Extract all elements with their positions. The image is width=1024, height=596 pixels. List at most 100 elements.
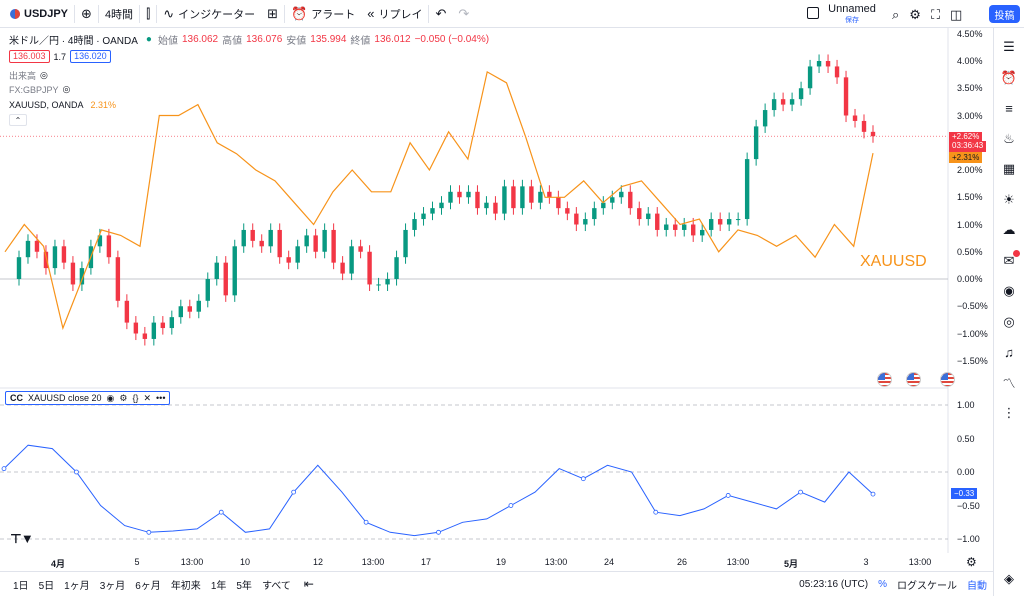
ideas-icon[interactable]: ☀ <box>1003 191 1015 207</box>
interval-button[interactable]: 4時間 <box>99 0 139 28</box>
us-event-icon[interactable] <box>877 372 892 387</box>
calendar-icon[interactable]: ▦ <box>1002 161 1016 176</box>
plus-circle-icon: ⊕ <box>81 6 92 21</box>
candle <box>349 239 354 281</box>
bid-ask: 136.003 1.7 136.020 <box>9 50 111 63</box>
candle <box>520 179 525 215</box>
notifications-icon[interactable]: ✉ <box>998 249 1020 272</box>
grid <box>0 28 949 553</box>
collapse-legend-button[interactable]: ⌃ <box>9 114 27 126</box>
chevron-up-icon: ⌃ <box>14 115 22 125</box>
fullscreen-icon[interactable]: ⛶ <box>930 6 941 22</box>
us-event-icon[interactable] <box>906 372 921 387</box>
eye-hidden-icon[interactable]: ◎ <box>62 84 71 94</box>
range-button[interactable]: 1日 <box>13 580 29 592</box>
high-value: 136.076 <box>246 34 283 45</box>
indicators-icon: ∿ <box>163 6 175 21</box>
candle <box>52 239 58 275</box>
close-label: 終値 <box>350 36 371 47</box>
range-button[interactable]: 6ヶ月 <box>135 580 161 592</box>
close-icon[interactable]: ✕ <box>143 392 152 403</box>
eye-hidden-icon[interactable]: ◎ <box>40 70 48 80</box>
alert-button[interactable]: ⏰ アラート <box>285 0 361 28</box>
gear-icon[interactable]: ⚙ <box>966 555 977 569</box>
broadcast-icon[interactable]: ◎ <box>1003 313 1015 329</box>
gear-icon[interactable]: ⚙ <box>909 6 921 22</box>
tradingview-logo[interactable]: ⊤▼ <box>10 531 34 546</box>
watchlist-icon[interactable]: ☰ <box>1003 39 1015 54</box>
goto-date-icon[interactable]: ⇤ <box>303 577 314 591</box>
undo-button[interactable]: ↶ <box>429 0 452 28</box>
candle <box>79 261 85 291</box>
source-code-icon[interactable]: {} <box>132 393 139 403</box>
more-icon[interactable]: ••• <box>156 393 166 403</box>
cc-marker <box>725 493 731 498</box>
settings-icon[interactable]: ⚙ <box>119 392 128 403</box>
range-button[interactable]: 5日 <box>38 580 55 592</box>
chart-type-button[interactable]: ⫿ <box>140 0 156 28</box>
layers-icon[interactable]: ◈ <box>1004 571 1014 586</box>
candle <box>331 223 336 270</box>
candle <box>735 212 741 226</box>
dom-icon[interactable]: ⋮ <box>1002 405 1016 420</box>
time-axis[interactable]: 4月 5 13:00 10 12 13:00 17 19 13:00 24 26 13:00 5月 3 13… <box>0 553 993 569</box>
sell-price-button[interactable]: 136.003 <box>9 50 50 63</box>
candle <box>717 212 723 232</box>
time-tick-label: 26 <box>676 557 688 567</box>
open-value: 136.062 <box>181 34 219 45</box>
redo-button[interactable]: ↷ <box>452 0 475 28</box>
alert-label: アラート <box>311 8 356 21</box>
buy-price-button[interactable]: 136.020 <box>70 50 111 63</box>
chat-icon[interactable]: ☁ <box>1002 222 1016 237</box>
range-button[interactable]: 5年 <box>236 580 252 592</box>
range-button[interactable]: 3ヶ月 <box>99 580 126 592</box>
range-button[interactable]: 年初来 <box>170 580 201 592</box>
chart-canvas[interactable] <box>0 28 993 553</box>
compare-button[interactable]: ⊕ <box>75 0 98 28</box>
candle <box>151 316 157 346</box>
object-tree-icon[interactable]: ≡ <box>1005 100 1013 116</box>
time-tick-label: 12 <box>312 557 324 567</box>
range-button[interactable]: 1年 <box>210 580 227 592</box>
templates-button[interactable]: ⊞ <box>261 0 284 28</box>
cc-indicator-legend[interactable]: CC XAUUSD close 20 ◉ ⚙ {} ✕ ••• <box>5 391 171 405</box>
auto-scale-toggle[interactable]: 自動 <box>967 580 987 592</box>
eye-icon[interactable]: ◉ <box>106 392 115 403</box>
candle <box>673 217 678 237</box>
percent-toggle[interactable]: % <box>878 578 887 590</box>
hotlist-icon[interactable]: ♨ <box>1003 130 1015 146</box>
publish-button[interactable]: 投稿 <box>989 5 1020 23</box>
utc-clock[interactable]: 05:23:16 (UTC) <box>799 578 869 590</box>
layout-name-button[interactable]: Unnamed 保存 <box>816 2 888 26</box>
bell-icon[interactable]: ♫ <box>1004 344 1014 360</box>
range-button[interactable]: すべて <box>261 580 291 592</box>
cc-markers <box>1 466 876 535</box>
replay-label: リプレイ <box>378 8 423 21</box>
candle <box>744 152 750 226</box>
candle <box>691 217 696 242</box>
candle <box>340 256 345 281</box>
time-tick-label: 13:00 <box>908 557 932 567</box>
time-tick-label: 13:00 <box>361 557 385 567</box>
cc-marker <box>508 503 514 508</box>
cc-params: XAUUSD close 20 <box>28 393 102 403</box>
top-toolbar: USDJPY ⊕ 4時間 ⫿ ∿ インジケーター ⊞ ⏰ アラート « リプレイ… <box>0 0 1024 28</box>
low-value: 135.994 <box>310 34 347 45</box>
trend-icon[interactable]: 〽 <box>1002 376 1016 391</box>
replay-button[interactable]: « リプレイ <box>361 0 428 28</box>
candle <box>70 256 76 291</box>
streams-icon[interactable]: ◉ <box>1003 283 1015 298</box>
camera-icon[interactable]: ◫ <box>950 6 963 22</box>
log-scale-toggle[interactable]: ログスケール <box>897 580 957 592</box>
search-icon[interactable]: ⌕ <box>892 6 900 22</box>
right-tools: ⌕ ⚙ ⛶ ◫ <box>892 0 962 28</box>
candle <box>682 217 687 237</box>
indicators-button[interactable]: ∿ インジケーター <box>157 0 261 28</box>
candle <box>169 310 175 335</box>
symbol-search[interactable]: USDJPY <box>0 0 74 28</box>
range-button[interactable]: 1ヶ月 <box>64 580 90 592</box>
alerts-icon[interactable]: ⏰ <box>1000 69 1018 85</box>
divider <box>139 4 141 23</box>
us-event-icon[interactable] <box>940 372 955 387</box>
